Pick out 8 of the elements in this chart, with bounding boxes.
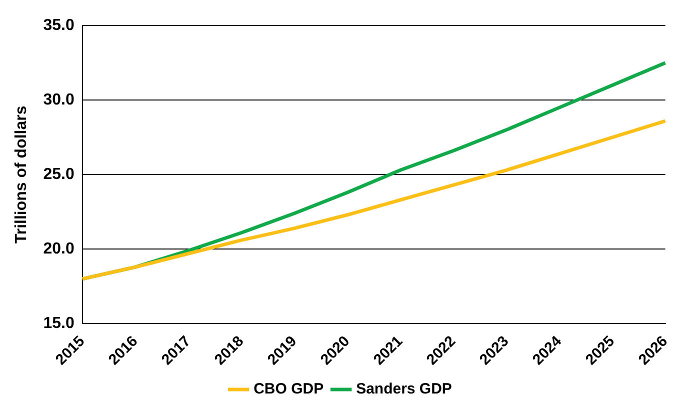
y-axis-title: Trillions of dollars (13, 106, 30, 244)
y-tick-label: 20.0 (43, 240, 74, 258)
legend-label: CBO GDP (254, 380, 324, 398)
y-tick-label: 35.0 (43, 17, 74, 34)
legend-label: Sanders GDP (356, 380, 452, 398)
y-tick-label: 25.0 (43, 166, 74, 184)
y-tick-label: 30.0 (43, 92, 74, 109)
y-tick-label: 15.0 (43, 315, 74, 332)
